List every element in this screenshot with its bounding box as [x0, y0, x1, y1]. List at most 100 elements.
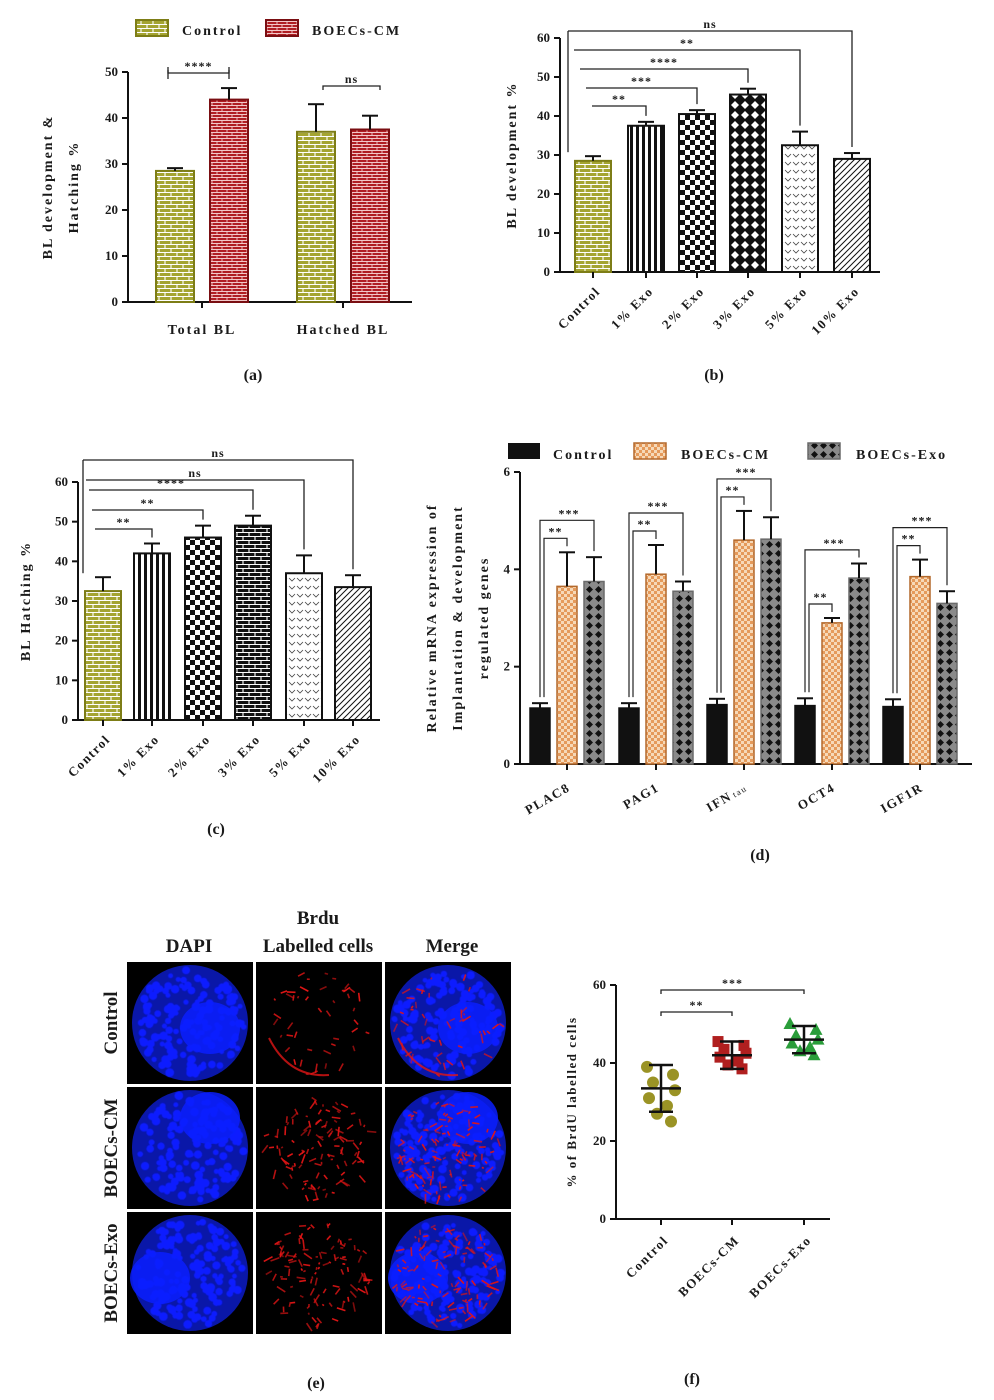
nucleus: [175, 1304, 183, 1312]
brdu-fiber: [287, 1268, 291, 1277]
nucleus: [175, 1220, 185, 1230]
brdu-fiber: [300, 1154, 306, 1164]
nucleus: [493, 1008, 502, 1017]
nucleus: [190, 1161, 200, 1170]
brdu-fiber: [397, 1268, 402, 1273]
chart-b-x-tick-label: 3% Exo: [710, 284, 758, 332]
nucleus: [228, 997, 237, 1006]
nucleus: [438, 1305, 445, 1311]
nucleus: [193, 974, 202, 983]
brdu-fiber: [304, 996, 309, 1001]
nucleus: [165, 1035, 173, 1042]
nucleus: [187, 1055, 196, 1064]
brdu-fiber: [429, 1178, 433, 1186]
chart-b-x-tick-label: 2% Exo: [659, 284, 707, 332]
brdu-fiber: [431, 1149, 438, 1154]
brdu-fiber: [332, 1000, 336, 1004]
brdu-fiber: [291, 1165, 296, 1168]
brdu-fiber: [349, 1283, 359, 1292]
brdu-fiber: [339, 1240, 343, 1245]
nucleus: [164, 1239, 170, 1245]
brdu-fiber: [418, 1253, 424, 1260]
brdu-fiber: [318, 1136, 324, 1138]
brdu-fiber: [299, 1224, 307, 1227]
brdu-fiber: [419, 1176, 422, 1180]
nucleus: [442, 1239, 449, 1246]
brdu-fiber: [303, 1269, 306, 1273]
brdu-fiber: [443, 1315, 450, 1320]
brdu-fiber: [331, 1191, 335, 1194]
nucleus: [185, 1234, 194, 1243]
nucleus: [204, 1320, 213, 1328]
chart-c-sig-bracket: [86, 479, 305, 550]
nucleus: [146, 1144, 155, 1153]
nucleus: [464, 1267, 473, 1276]
brdu-fiber: [347, 1296, 350, 1302]
chart-d-sig-bracket: [892, 527, 948, 694]
chart-d-bar: [882, 705, 904, 765]
nucleus: [183, 999, 189, 1005]
nucleus: [183, 1176, 191, 1184]
brdu-fiber: [402, 1167, 412, 1173]
brdu-fiber: [401, 1298, 408, 1308]
brdu-fiber: [352, 1045, 356, 1052]
brdu-fiber: [417, 1135, 423, 1143]
brdu-fiber: [291, 1167, 294, 1171]
brdu-fiber: [441, 1132, 446, 1135]
brdu-fiber: [367, 1280, 371, 1285]
chart-d-bar: [645, 573, 667, 765]
legend-swatch-boecs-exo: [807, 442, 841, 460]
nucleus: [405, 1026, 413, 1033]
nucleus: [175, 1005, 181, 1011]
nucleus: [466, 994, 474, 1002]
brdu-fiber: [290, 1111, 299, 1119]
brdu-fiber: [391, 1283, 398, 1290]
chart-f-x-tick-label: BOECs-Exo: [746, 1233, 814, 1301]
brdu-fiber: [400, 1019, 409, 1027]
nucleus: [471, 1265, 481, 1274]
brdu-fiber: [401, 1259, 407, 1264]
brdu-fiber: [285, 1165, 292, 1170]
brdu-fiber: [284, 1046, 291, 1053]
column-header-labelled-cells: Labelled cells: [263, 936, 373, 957]
chart-d-y-axis-label: regulated genes: [477, 557, 492, 680]
nucleus: [181, 985, 188, 992]
brdu-fiber: [466, 1132, 471, 1137]
brdu-fiber: [402, 1266, 407, 1270]
brdu-fiber: [330, 1245, 335, 1251]
brdu-fiber: [449, 1017, 456, 1022]
chart-f-y-axis-label: % of BrdU labelled cells: [564, 1016, 579, 1187]
nucleus: [161, 1023, 167, 1029]
brdu-fiber: [296, 995, 300, 999]
chart-d-y-tick-label: 2: [504, 659, 511, 674]
chart-f-point: [789, 1028, 803, 1041]
brdu-fiber: [436, 1195, 441, 1205]
brdu-fiber: [483, 1243, 486, 1246]
brdu-fiber: [364, 1285, 369, 1295]
brdu-fiber: [352, 1007, 356, 1012]
chart-f-sig-bracket: [660, 1011, 733, 1016]
nucleus: [444, 1192, 450, 1199]
nucleus: [148, 1139, 155, 1146]
brdu-fiber: [435, 1101, 440, 1106]
nucleus: [170, 1177, 179, 1186]
brdu-fiber: [280, 1245, 285, 1253]
nucleus: [167, 1125, 174, 1132]
chart-d-bar: [706, 703, 728, 765]
chart-a-x-tick-label: Total BL: [168, 323, 237, 338]
chart-f-y-tick-label: 0: [600, 1211, 607, 1226]
nucleus: [180, 976, 187, 984]
brdu-fiber: [490, 1280, 499, 1285]
brdu-fiber: [478, 1030, 482, 1034]
nucleus: [155, 1228, 161, 1235]
nucleus: [406, 1139, 414, 1147]
brdu-fiber: [486, 1030, 491, 1035]
nucleus: [226, 1145, 234, 1153]
brdu-fiber: [356, 1248, 361, 1252]
chart-f-point: [712, 1036, 724, 1048]
brdu-fiber: [322, 1288, 327, 1294]
nucleus: [212, 1149, 219, 1156]
brdu-fiber: [458, 1196, 463, 1202]
chart-d-bar: [821, 622, 843, 765]
brdu-fiber: [450, 1282, 454, 1288]
